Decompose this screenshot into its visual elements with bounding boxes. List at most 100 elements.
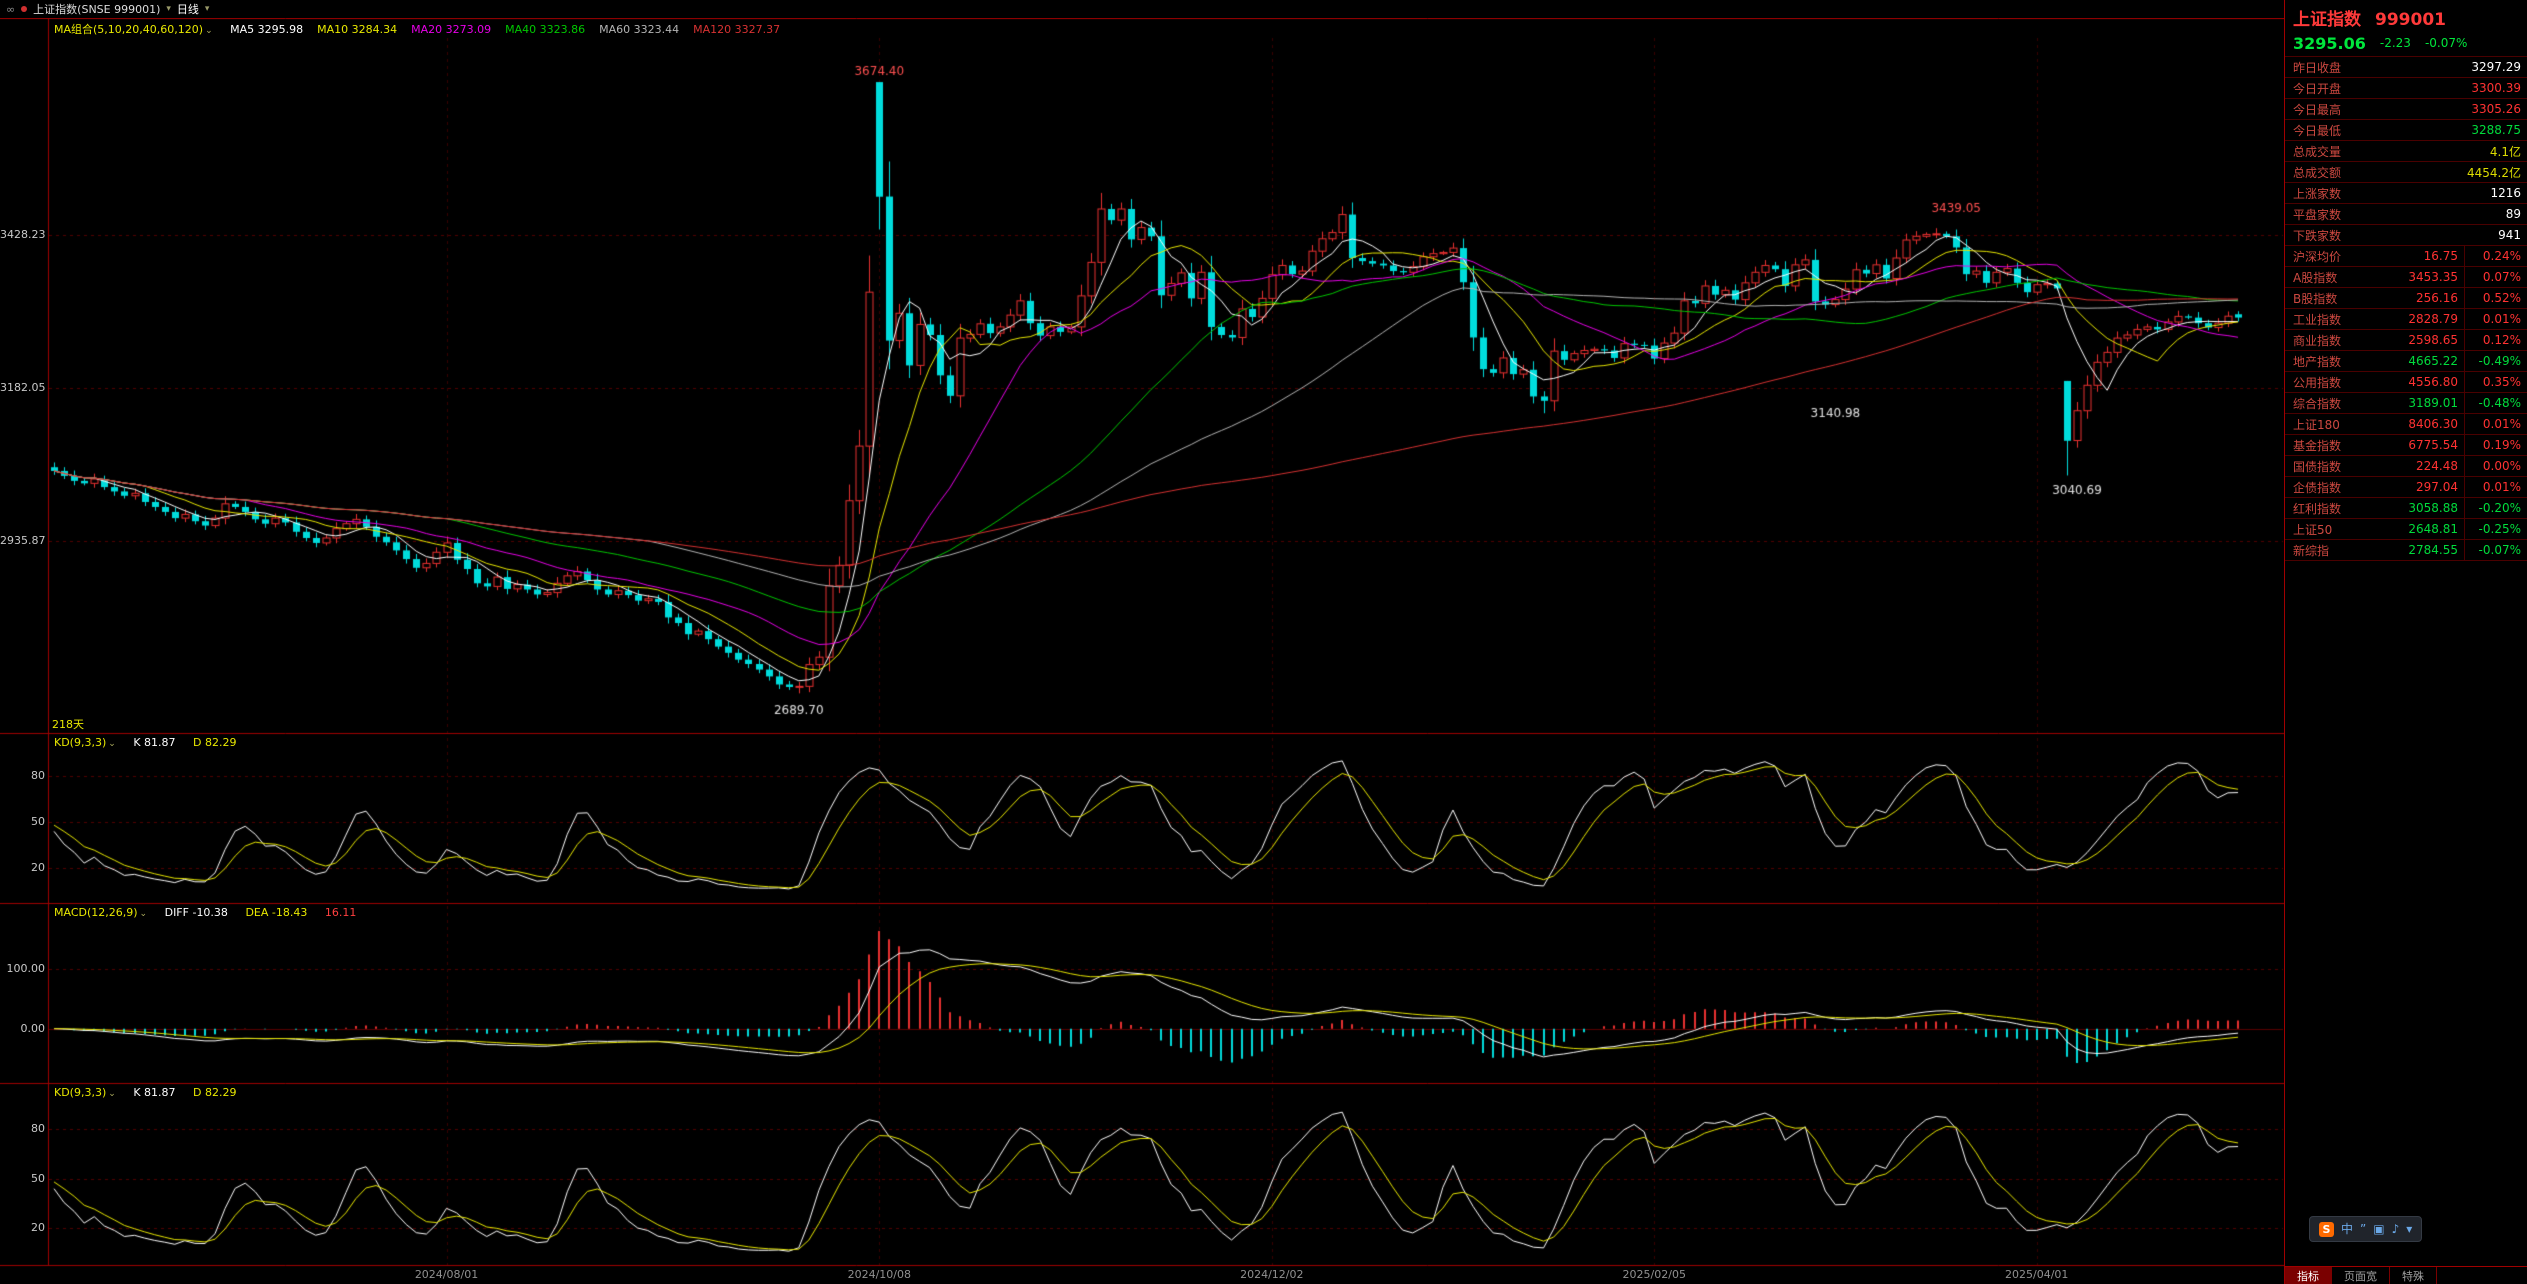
index-row[interactable]: 地产指数 4665.22 -0.49%	[2285, 351, 2527, 372]
index-row[interactable]: 新综指 2784.55 -0.07%	[2285, 540, 2527, 561]
index-pct: -0.20%	[2464, 498, 2521, 518]
macd-dea-value: DEA -18.43	[245, 906, 308, 919]
lang-zh-icon[interactable]: 中	[2341, 1222, 2354, 1236]
macd-axis-label: 0.00	[20, 1021, 46, 1035]
quote-value: 4.1亿	[2489, 144, 2521, 159]
kd-k-value: K 81.87	[133, 736, 176, 749]
kd-axis-label: 80	[31, 769, 45, 783]
quote-row[interactable]: 今日开盘 3300.39	[2285, 78, 2527, 99]
index-value: 2648.81	[2408, 522, 2458, 536]
index-label: 综合指数	[2293, 396, 2342, 411]
ma-value-ma40: MA40 3323.86	[505, 23, 586, 36]
keyboard-icon[interactable]: ▣	[2373, 1222, 2385, 1236]
index-value: 3189.01	[2408, 396, 2458, 410]
date-axis-label: 2024/10/08	[847, 1268, 911, 1281]
index-row[interactable]: 沪深均价 16.75 0.24%	[2285, 246, 2527, 267]
quote-row[interactable]: 昨日收盘 3297.29	[2285, 57, 2527, 78]
period-selector[interactable]: 日线	[176, 3, 199, 16]
index-row[interactable]: A股指数 3453.35 0.07%	[2285, 267, 2527, 288]
ma-header: MA组合(5,10,20,40,60,120) ⌄ MA5 3295.98 MA10…	[54, 21, 794, 37]
index-value: 2784.55	[2408, 543, 2458, 557]
index-title[interactable]: 上证指数 999001	[2285, 0, 2527, 30]
kd-indicator-label[interactable]: KD(9,3,3) ⌄	[54, 1086, 116, 1099]
index-pct: 0.00%	[2464, 456, 2521, 476]
quote-label: 今日最低	[2293, 123, 2342, 138]
index-pct: -0.48%	[2464, 393, 2521, 413]
quote-row[interactable]: 今日最低 3288.75	[2285, 120, 2527, 141]
index-pct: -0.07%	[2464, 540, 2521, 560]
index-row[interactable]: 公用指数 4556.80 0.35%	[2285, 372, 2527, 393]
voice-icon[interactable]: ♪	[2391, 1222, 2400, 1236]
quote-value: 1216	[2490, 186, 2521, 200]
kd-indicator-label[interactable]: KD(9,3,3) ⌄	[54, 736, 116, 749]
ma-value-ma5: MA5 3295.98	[230, 23, 304, 36]
index-row[interactable]: 综合指数 3189.01 -0.48%	[2285, 393, 2527, 414]
bottom-tab-页面宽[interactable]: 页面宽	[2332, 1267, 2390, 1284]
date-axis-label: 2025/02/05	[1622, 1268, 1686, 1281]
chevron-down-icon[interactable]: ▾	[166, 4, 171, 14]
index-row[interactable]: 企债指数 297.04 0.01%	[2285, 477, 2527, 498]
quote-value: 3297.29	[2471, 60, 2521, 74]
index-value: 2598.65	[2408, 333, 2458, 347]
ma-value-ma20: MA20 3273.09	[411, 23, 492, 36]
index-pct: -0.25%	[2464, 519, 2521, 539]
ime-toolbar[interactable]: S 中 ” ▣ ♪ ▾	[2309, 1216, 2423, 1242]
quote-row[interactable]: 总成交额 4454.2亿	[2285, 162, 2527, 183]
quote-label: 上涨家数	[2293, 186, 2342, 201]
symbol-title[interactable]: 上证指数(SNSE 999001)	[33, 3, 161, 16]
index-value: 16.75	[2423, 249, 2458, 263]
quote-panel: 上证指数 999001 3295.06 -2.23 -0.07% 昨日收盘 329…	[2284, 0, 2527, 1284]
index-value: 4556.80	[2408, 375, 2458, 389]
index-value: 3058.88	[2408, 501, 2458, 515]
index-row[interactable]: 工业指数 2828.79 0.01%	[2285, 309, 2527, 330]
index-label: 新综指	[2293, 543, 2330, 558]
more-icon[interactable]: ▾	[2406, 1222, 2413, 1236]
punct-icon[interactable]: ”	[2360, 1222, 2367, 1236]
index-value: 8406.30	[2408, 417, 2458, 431]
ma-group-label[interactable]: MA组合(5,10,20,40,60,120) ⌄	[54, 23, 213, 36]
quote-value: 3305.26	[2471, 102, 2521, 116]
bottom-tab-特殊[interactable]: 特殊	[2390, 1267, 2437, 1284]
index-name: 上证指数	[2293, 10, 2361, 30]
index-row[interactable]: 上证50 2648.81 -0.25%	[2285, 519, 2527, 540]
index-row[interactable]: 红利指数 3058.88 -0.20%	[2285, 498, 2527, 519]
index-label: A股指数	[2293, 270, 2338, 285]
kd-axis-label: 20	[31, 860, 45, 874]
quote-value: 3288.75	[2471, 123, 2521, 137]
index-value: 3453.35	[2408, 270, 2458, 284]
macd-bar-value: 16.11	[324, 906, 357, 919]
index-value: 224.48	[2416, 459, 2458, 473]
sogou-logo[interactable]: S	[2319, 1221, 2334, 1237]
kd-axis-label: 20	[31, 1221, 45, 1234]
index-row[interactable]: 上证180 8406.30 0.01%	[2285, 414, 2527, 435]
quote-row[interactable]: 下跌家数 941	[2285, 225, 2527, 246]
price-change: -2.23	[2379, 36, 2411, 50]
price-change-pct: -0.07%	[2424, 36, 2468, 50]
quote-row[interactable]: 平盘家数 89	[2285, 204, 2527, 225]
macd-indicator-label[interactable]: MACD(12,26,9) ⌄	[54, 906, 148, 919]
quote-label: 今日最高	[2293, 102, 2342, 117]
price-axis-label: 2935.87	[0, 533, 46, 547]
last-price: 3295.06	[2293, 33, 2366, 53]
bottom-tab-指标[interactable]: 指标	[2285, 1267, 2332, 1284]
link-icon[interactable]: ∞	[6, 2, 16, 16]
index-row[interactable]: 商业指数 2598.65 0.12%	[2285, 330, 2527, 351]
index-pct: 0.52%	[2464, 288, 2521, 308]
kline-chart-canvas[interactable]	[0, 18, 2284, 1284]
index-pct: 0.19%	[2464, 435, 2521, 455]
kd-header: KD(9,3,3) ⌄ K 81.87 D 82.29	[54, 736, 251, 749]
quote-row[interactable]: 上涨家数 1216	[2285, 183, 2527, 204]
quote-row[interactable]: 今日最高 3305.26	[2285, 99, 2527, 120]
date-axis-label: 2024/08/01	[414, 1268, 479, 1281]
chevron-down-icon[interactable]: ▾	[204, 4, 210, 14]
index-value: 297.04	[2416, 480, 2458, 494]
bars-count-label: 218天	[52, 718, 84, 731]
bottom-tabs: 指标 页面宽 特殊	[2285, 1266, 2527, 1284]
quote-row[interactable]: 总成交量 4.1亿	[2285, 141, 2527, 162]
index-label: 上证50	[2293, 522, 2333, 537]
index-pct: 0.01%	[2464, 477, 2521, 497]
index-row[interactable]: 国债指数 224.48 0.00%	[2285, 456, 2527, 477]
index-row[interactable]: 基金指数 6775.54 0.19%	[2285, 435, 2527, 456]
index-row[interactable]: B股指数 256.16 0.52%	[2285, 288, 2527, 309]
quote-value: 941	[2498, 228, 2521, 242]
